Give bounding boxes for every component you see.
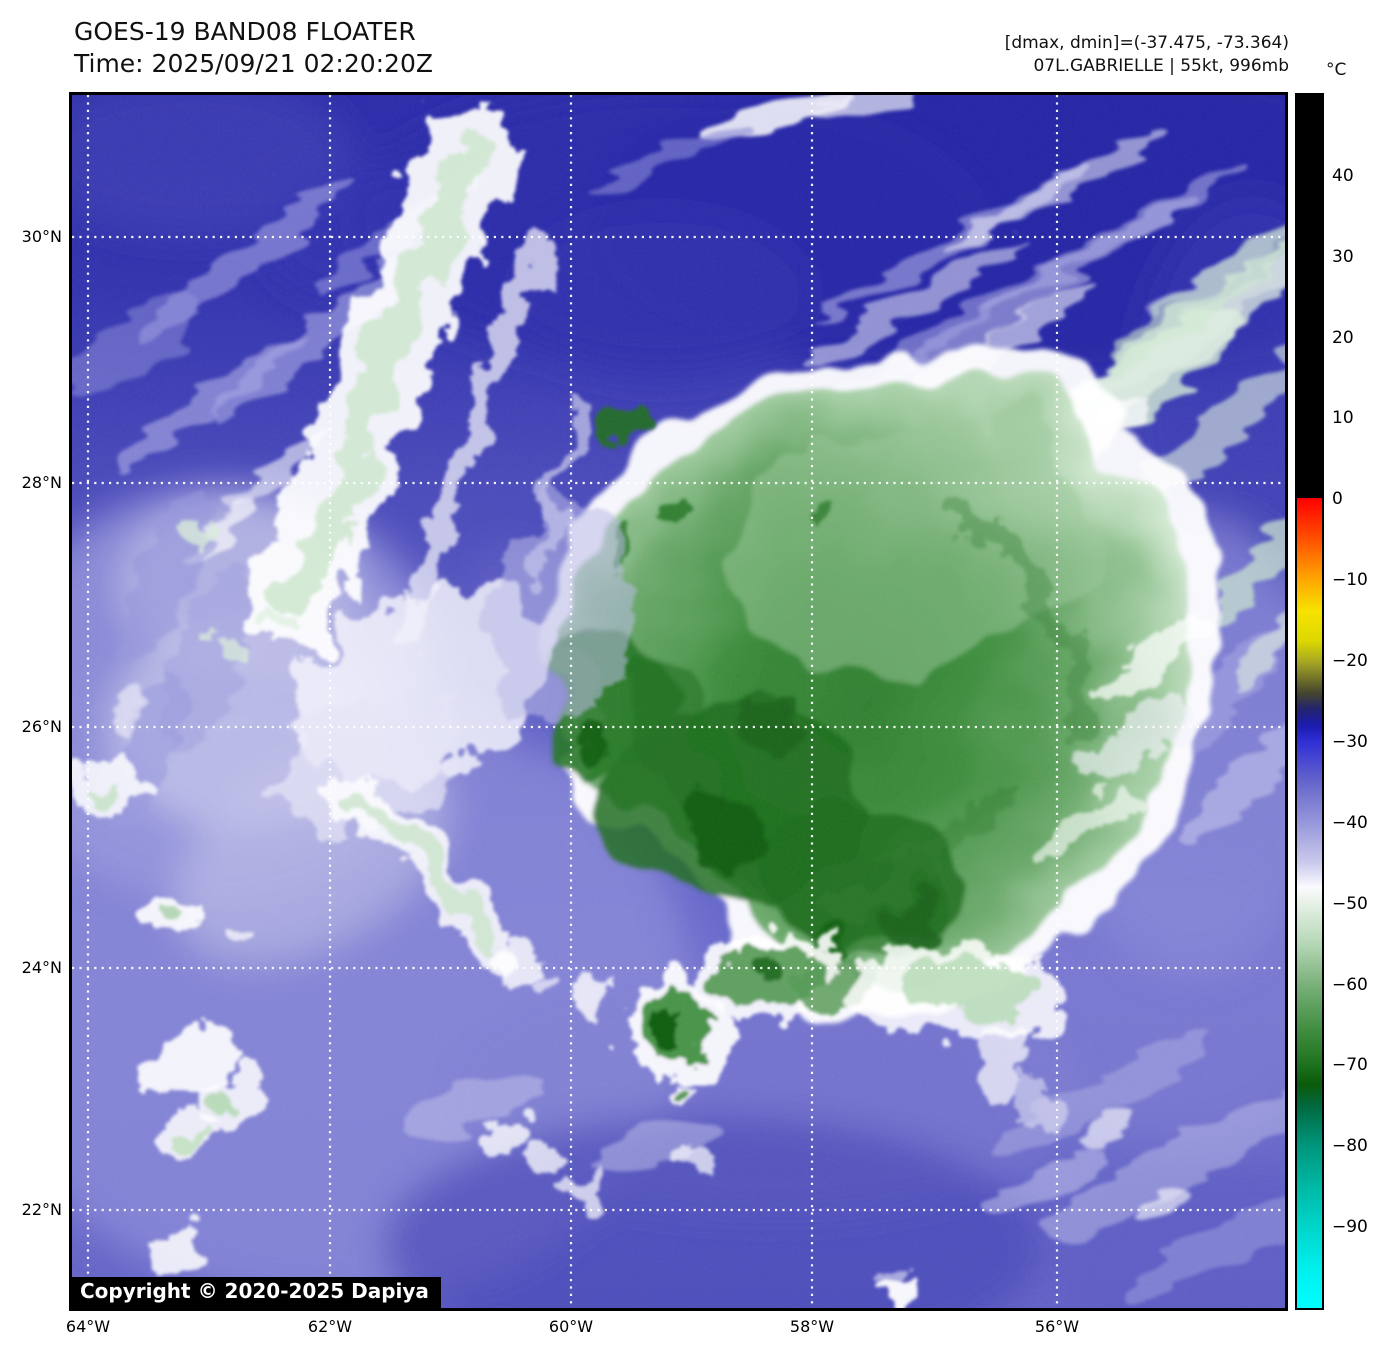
lat-tick-22n: 22°N (21, 1200, 62, 1219)
lat-tick-24n: 24°N (21, 958, 62, 977)
satellite-imagery (72, 95, 1285, 1308)
sensor-grain-overlay (72, 95, 1285, 1308)
cbar-tick-m70: −70 (1332, 1055, 1368, 1075)
satellite-map: Copyright © 2020-2025 Dapiya (69, 92, 1288, 1311)
lon-tick-60w: 60°W (548, 1317, 594, 1336)
cbar-tick-30: 30 (1332, 247, 1354, 267)
temperature-colorbar (1295, 93, 1324, 1310)
cbar-tick-m50: −50 (1332, 894, 1368, 914)
lat-tick-30n: 30°N (21, 227, 62, 246)
cbar-tick-20: 20 (1332, 328, 1354, 348)
annotation-block: [dmax, dmin]=(-37.475, -73.364) 07L.GABR… (1005, 32, 1289, 78)
dmax-dmin-annotation: [dmax, dmin]=(-37.475, -73.364) (1004, 33, 1289, 53)
product-time: Time: 2025/09/21 02:20:20Z (74, 49, 433, 78)
lat-tick-28n: 28°N (21, 473, 62, 492)
lon-tick-56w: 56°W (1034, 1317, 1080, 1336)
storm-info-annotation: 07L.GABRIELLE | 55kt, 996mb (1033, 56, 1289, 76)
cbar-tick-m20: −20 (1332, 651, 1368, 671)
cbar-tick-m40: −40 (1332, 813, 1368, 833)
colorbar-unit-label: °C (1326, 60, 1347, 80)
cbar-tick-m30: −30 (1332, 732, 1368, 752)
cbar-tick-0: 0 (1332, 489, 1343, 509)
lon-tick-64w: 64°W (65, 1317, 111, 1336)
title-block: GOES-19 BAND08 FLOATER Time: 2025/09/21 … (74, 16, 433, 80)
cbar-tick-m10: −10 (1332, 570, 1368, 590)
lon-tick-58w: 58°W (789, 1317, 835, 1336)
lat-tick-26n: 26°N (21, 717, 62, 736)
cbar-tick-m90: −90 (1332, 1217, 1368, 1237)
cbar-tick-10: 10 (1332, 408, 1354, 428)
product-title: GOES-19 BAND08 FLOATER (74, 17, 416, 46)
cbar-tick-m60: −60 (1332, 975, 1368, 995)
copyright-badge: Copyright © 2020-2025 Dapiya (72, 1277, 441, 1308)
lon-tick-62w: 62°W (307, 1317, 353, 1336)
cbar-tick-40: 40 (1332, 166, 1354, 186)
cbar-tick-m80: −80 (1332, 1136, 1368, 1156)
